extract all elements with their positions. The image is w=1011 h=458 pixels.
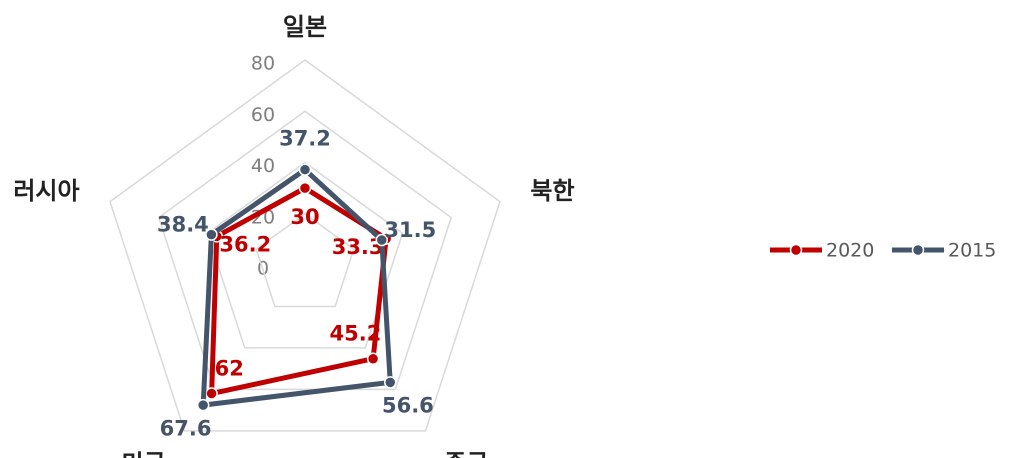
category-label: 북한 bbox=[530, 177, 574, 205]
r-tick-label: 40 bbox=[251, 155, 275, 177]
data-point bbox=[375, 233, 389, 247]
legend-label: 2015 bbox=[948, 240, 996, 262]
category-label: 미국 bbox=[122, 450, 166, 458]
data-label: 31.5 bbox=[384, 218, 436, 242]
data-label: 36.2 bbox=[219, 233, 271, 257]
series-line bbox=[200, 167, 393, 408]
data-point bbox=[298, 181, 312, 195]
category-label: 일본 bbox=[283, 13, 327, 41]
data-label: 37.2 bbox=[279, 127, 331, 151]
grid-line bbox=[157, 110, 453, 391]
data-label: 30 bbox=[290, 205, 319, 229]
data-point bbox=[205, 228, 218, 241]
grid-line bbox=[255, 212, 355, 308]
category-label: 러시아 bbox=[13, 177, 79, 205]
data-label: 62 bbox=[215, 356, 244, 380]
data-label: 67.6 bbox=[160, 416, 212, 440]
legend-label: 2020 bbox=[826, 240, 874, 262]
data-label: 33.3 bbox=[332, 235, 384, 259]
grid-line bbox=[206, 161, 404, 349]
legend-swatch bbox=[911, 243, 925, 257]
data-label: 56.6 bbox=[382, 394, 434, 418]
r-tick-label: 80 bbox=[251, 53, 275, 75]
legend-swatch bbox=[789, 243, 803, 257]
data-point bbox=[384, 376, 397, 389]
data-point bbox=[366, 352, 380, 365]
data-point bbox=[205, 387, 218, 400]
data-label: 45.2 bbox=[330, 321, 382, 345]
data-point bbox=[298, 163, 312, 176]
data-point bbox=[196, 398, 210, 412]
data-label: 38.4 bbox=[157, 212, 209, 236]
grid-line bbox=[109, 59, 501, 432]
category-label: 중국 bbox=[444, 450, 488, 458]
r-tick-label: 60 bbox=[251, 104, 275, 126]
